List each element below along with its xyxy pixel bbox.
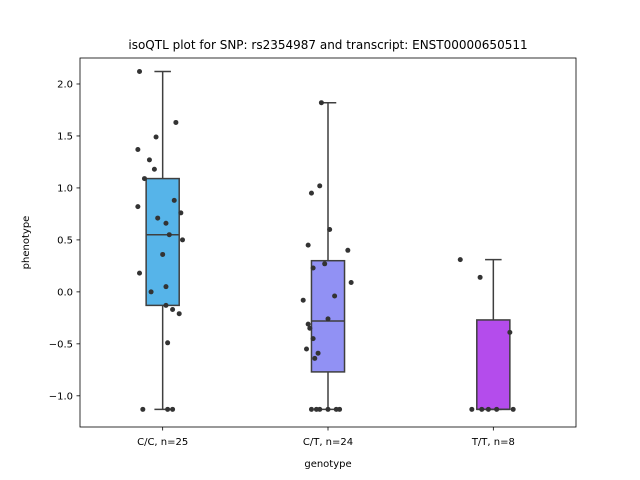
data-point <box>155 215 161 221</box>
box <box>145 177 180 307</box>
y-axis-label: phenotype <box>21 216 32 270</box>
data-point <box>457 257 463 263</box>
data-point <box>510 406 516 412</box>
y-tick-label: −1.0 <box>49 391 73 402</box>
data-point <box>308 190 314 196</box>
data-point <box>485 406 491 412</box>
data-point <box>345 247 351 253</box>
points-group-1 <box>135 69 186 412</box>
data-point <box>332 293 338 299</box>
data-point <box>171 197 177 203</box>
data-point <box>170 307 176 313</box>
data-point <box>477 274 483 280</box>
data-point <box>325 316 331 322</box>
box <box>476 319 511 411</box>
data-point <box>163 302 169 308</box>
data-point <box>507 329 513 335</box>
x-tick-label: T/T, n=8 <box>471 437 515 448</box>
data-point <box>305 321 311 327</box>
data-point <box>140 406 146 412</box>
data-point <box>176 311 182 317</box>
data-point <box>315 350 321 356</box>
data-point <box>141 176 147 182</box>
data-point <box>170 406 176 412</box>
data-point <box>348 280 354 286</box>
data-point <box>173 119 179 125</box>
data-point <box>494 406 500 412</box>
data-point <box>135 204 141 210</box>
data-point <box>325 406 331 412</box>
y-tick-label: 0.0 <box>57 287 73 298</box>
data-point <box>310 265 316 271</box>
data-point <box>317 183 323 189</box>
data-point <box>165 406 171 412</box>
x-axis: C/C, n=25 C/T, n=24 T/T, n=8 <box>137 427 515 448</box>
y-tick-label: 0.5 <box>57 235 73 246</box>
data-point <box>307 325 313 331</box>
y-tick-label: −0.5 <box>49 339 73 350</box>
points-group-3 <box>457 257 516 412</box>
data-point <box>163 220 169 226</box>
chart-marks <box>135 69 516 412</box>
data-point <box>318 100 324 106</box>
data-point <box>153 134 159 140</box>
data-point <box>137 270 143 276</box>
chart-title: isoQTL plot for SNP: rs2354987 and trans… <box>128 38 527 52</box>
data-point <box>151 166 157 172</box>
box-group-2 <box>310 101 346 411</box>
data-point <box>310 336 316 342</box>
data-point <box>305 242 311 248</box>
data-point <box>304 346 310 352</box>
data-point <box>166 232 172 238</box>
x-axis-label: genotype <box>304 459 351 470</box>
data-point <box>337 406 343 412</box>
x-tick-label: C/T, n=24 <box>303 437 353 448</box>
data-point <box>165 340 171 346</box>
data-point <box>163 284 169 290</box>
data-point <box>327 227 333 233</box>
x-tick-label: C/C, n=25 <box>137 437 188 448</box>
y-tick-label: 2.0 <box>57 79 73 90</box>
box <box>310 259 346 373</box>
data-point <box>308 406 314 412</box>
y-tick-label: 1.5 <box>57 131 73 142</box>
data-point <box>469 406 475 412</box>
y-tick-label: 1.0 <box>57 183 73 194</box>
points-group-2 <box>300 100 354 412</box>
data-point <box>160 251 166 257</box>
data-point <box>300 297 306 303</box>
data-point <box>312 355 318 361</box>
data-point <box>178 210 184 216</box>
data-point <box>479 406 485 412</box>
data-point <box>146 157 152 163</box>
data-point <box>135 146 141 152</box>
y-axis: −1.0 −0.5 0.0 0.5 1.0 1.5 2.0 <box>49 79 80 402</box>
data-point <box>322 261 328 267</box>
data-point <box>317 406 323 412</box>
data-point <box>180 237 186 243</box>
data-point <box>148 289 154 295</box>
data-point <box>137 69 143 75</box>
